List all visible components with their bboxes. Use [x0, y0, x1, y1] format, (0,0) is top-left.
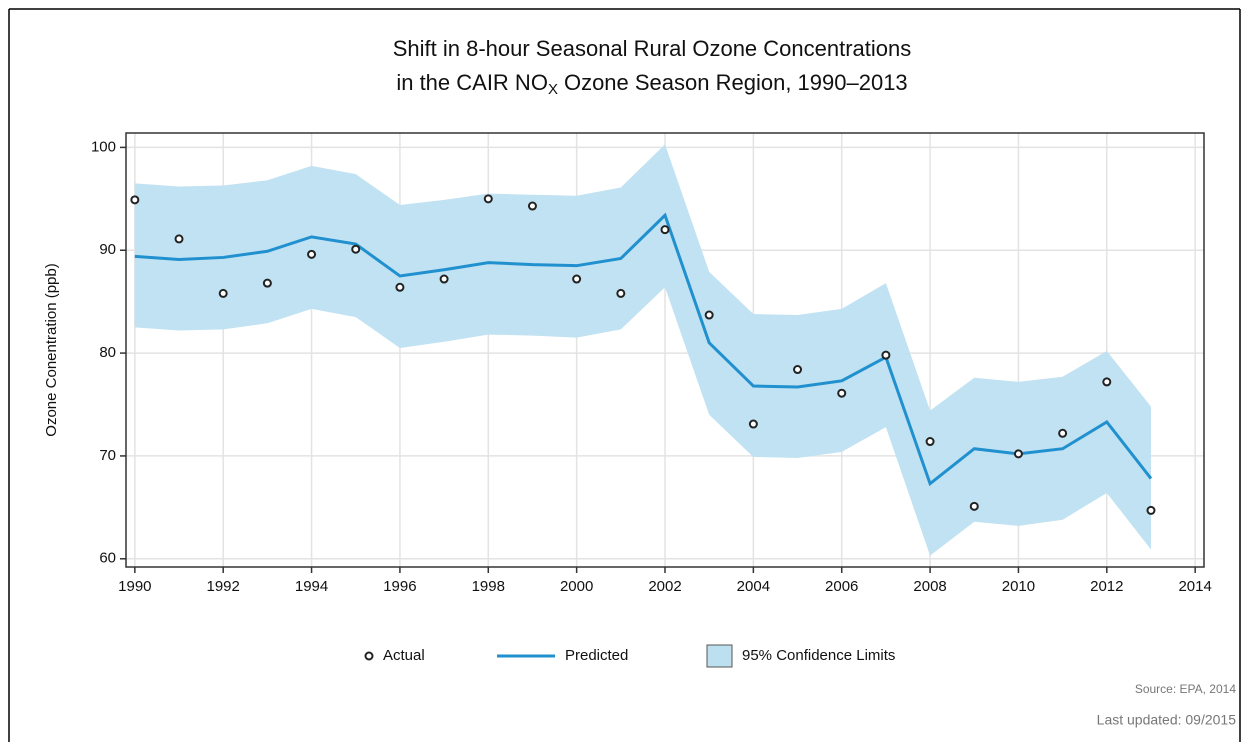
x-tick-label: 1990 [118, 578, 151, 595]
title-subscript: X [548, 81, 558, 98]
actual-point [439, 274, 449, 284]
x-tick-label: 1992 [207, 578, 240, 595]
actual-point [925, 437, 935, 447]
actual-point [881, 350, 891, 360]
actual-point [1058, 428, 1068, 438]
actual-point [837, 388, 847, 398]
x-tick-label: 2006 [825, 578, 858, 595]
legend-label: Actual [383, 647, 425, 664]
y-tick-label: 70 [99, 447, 116, 464]
x-tick-label: 2002 [648, 578, 681, 595]
actual-point [748, 419, 758, 429]
x-tick-label: 2014 [1178, 578, 1211, 595]
actual-point [572, 274, 582, 284]
legend-symbol [364, 651, 374, 661]
actual-point [130, 195, 140, 205]
actual-point [262, 278, 272, 288]
x-tick-label: 2008 [913, 578, 946, 595]
x-tick-label: 1994 [295, 578, 328, 595]
chart-title: Shift in 8-hour Seasonal Rural Ozone Con… [393, 36, 912, 61]
legend-symbol [706, 644, 733, 668]
x-tick-label: 1996 [383, 578, 416, 595]
legend-label: 95% Confidence Limits [742, 647, 895, 664]
source: Source: EPA, 2014 [1135, 682, 1237, 696]
y-tick-label: 90 [99, 241, 116, 258]
actual-point [218, 288, 228, 298]
actual-point [395, 282, 405, 292]
last-updated: Last updated: 09/2015 [1097, 712, 1237, 728]
y-tick-label: 60 [99, 550, 116, 567]
actual-point [1013, 449, 1023, 459]
y-tick-label: 80 [99, 344, 116, 361]
x-tick-label: 1998 [472, 578, 505, 595]
predicted-line [134, 212, 1153, 487]
title-part: in the CAIR NO [396, 70, 548, 95]
x-tick-label: 2004 [737, 578, 770, 595]
x-tick-label: 2012 [1090, 578, 1123, 595]
actual-point [483, 194, 493, 204]
confidence-band [134, 144, 1151, 556]
actual-point [307, 249, 317, 259]
plot: 60 70 80 90 100 1990 1992 1994 1996 1998 2000 2002 2… [91, 132, 1212, 668]
actual-point [1102, 377, 1112, 387]
actual-point [351, 244, 361, 254]
legend-label: Predicted [565, 647, 628, 664]
title-part: Ozone Season Region, 1990–2013 [564, 70, 908, 95]
actual-point [969, 501, 979, 511]
actual-point [704, 310, 714, 320]
actual-point [1146, 505, 1156, 515]
y-axis-label: Ozone Conentration (ppb) [43, 263, 60, 436]
actual-point [527, 201, 537, 211]
actual-point [660, 225, 670, 235]
x-tick-label: 2010 [1002, 578, 1035, 595]
y-tick-label: 100 [91, 138, 116, 155]
x-tick-label: 2000 [560, 578, 593, 595]
actual-point [793, 365, 803, 375]
actual-point [616, 288, 626, 298]
actual-point [174, 234, 184, 244]
chart-title: in the CAIR NOX Ozone Season Region, 1990… [396, 70, 907, 98]
